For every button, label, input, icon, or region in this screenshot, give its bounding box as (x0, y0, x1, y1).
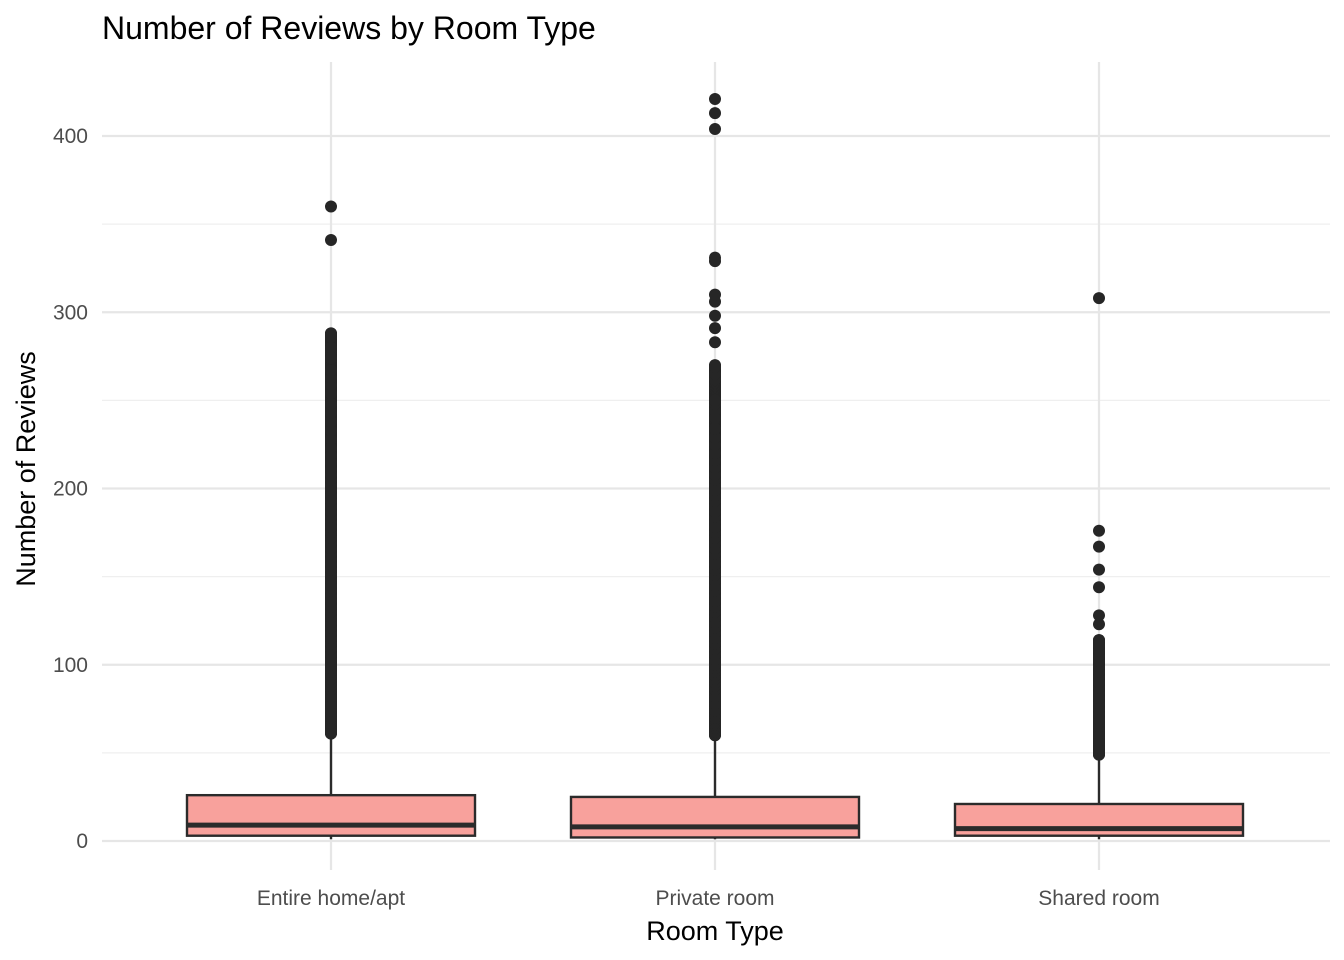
outlier-point (1093, 540, 1105, 553)
outlier-point (709, 447, 721, 460)
box-body (185, 793, 477, 837)
outlier-point (709, 107, 721, 120)
box-1 (185, 735, 477, 840)
y-axis-title: Number of Reviews (11, 351, 41, 587)
outliers-3 (1093, 292, 1105, 761)
outlier-point (709, 92, 721, 105)
outlier-point (325, 424, 337, 437)
outlier-point (325, 364, 337, 377)
y-tick-label: 0 (76, 830, 88, 853)
box-body (569, 795, 861, 839)
outlier-point (325, 327, 337, 340)
outlier-point (709, 431, 721, 444)
outlier-point (325, 415, 337, 428)
outlier-point (709, 251, 721, 264)
outlier-point (325, 233, 337, 246)
outlier-point (325, 200, 337, 213)
box-2 (569, 737, 861, 840)
x-axis-title: Room Type (646, 916, 784, 946)
y-tick-label: 100 (53, 654, 88, 677)
outliers-1 (325, 200, 337, 740)
outliers (325, 92, 1105, 761)
outlier-point (709, 422, 721, 435)
tick-labels: 0 100 200 300 400 Entire home/apt Private room… (53, 125, 1160, 910)
y-tick-label: 400 (53, 125, 88, 148)
outlier-point (709, 360, 721, 373)
outlier-point (1093, 609, 1105, 622)
outlier-point (1093, 618, 1105, 631)
outlier-point (1093, 563, 1105, 576)
y-tick-label: 300 (53, 301, 88, 324)
outlier-point (709, 309, 721, 322)
outliers-2 (709, 92, 721, 742)
outlier-point (709, 288, 721, 301)
outlier-point (709, 336, 721, 349)
boxes (185, 735, 1245, 840)
outlier-point (325, 441, 337, 454)
outlier-point (325, 397, 337, 410)
x-tick-label: Shared room (1038, 887, 1159, 910)
outlier-point (1093, 292, 1105, 305)
box-3 (953, 758, 1245, 840)
outlier-point (709, 122, 721, 135)
x-tick-label: Entire home/apt (257, 887, 405, 910)
x-tick-label: Private room (655, 887, 774, 910)
outlier-point (709, 394, 721, 407)
y-tick-label: 200 (53, 478, 88, 501)
outlier-point (709, 322, 721, 335)
outlier-point (325, 387, 337, 400)
outlier-point (325, 433, 337, 446)
chart-title: Number of Reviews by Room Type (102, 10, 596, 46)
outlier-point (1093, 581, 1105, 594)
outlier-point (1093, 524, 1105, 537)
outlier-point (325, 406, 337, 419)
outlier-point (325, 341, 337, 354)
outlier-point (1093, 634, 1105, 647)
